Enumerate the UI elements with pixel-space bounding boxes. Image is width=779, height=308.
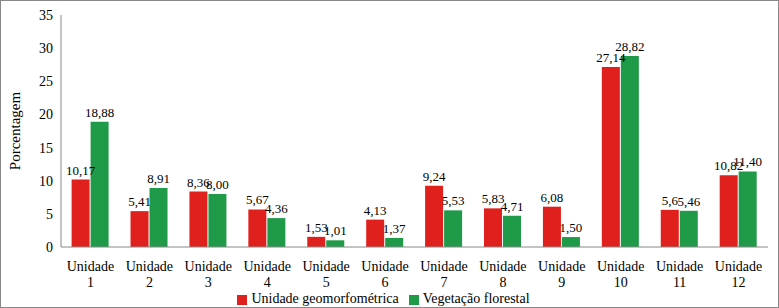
svg-text:28,82: 28,82: [615, 39, 644, 54]
svg-text:Unidade8: Unidade8: [479, 259, 526, 290]
svg-text:10,17: 10,17: [66, 163, 96, 178]
html-text:Vegetação florestal: Vegetação florestal: [422, 291, 530, 306]
svg-text:5,53: 5,53: [442, 193, 465, 208]
svg-text:Unidade11: Unidade11: [656, 259, 703, 290]
svg-text:1,53: 1,53: [304, 219, 328, 235]
svg-text:10,82: 10,82: [714, 158, 744, 174]
svg-text:Porcentagem: Porcentagem: [8, 92, 23, 171]
svg-text:20: 20: [39, 107, 53, 122]
svg-text:25: 25: [39, 74, 53, 89]
svg-text:Unidade3: Unidade3: [185, 259, 232, 290]
svg-text:5,46: 5,46: [677, 194, 700, 209]
svg-text:18,88: 18,88: [85, 105, 114, 120]
svg-text:8,91: 8,91: [147, 171, 170, 186]
svg-text:1,01: 1,01: [324, 223, 347, 238]
svg-text:4,36: 4,36: [265, 201, 288, 216]
svg-text:Unidade6: Unidade6: [361, 259, 408, 290]
svg-text:11,40: 11,40: [733, 154, 762, 169]
svg-text:Unidade9: Unidade9: [538, 259, 585, 290]
svg-text:6,08: 6,08: [541, 190, 564, 205]
svg-text:Unidade12: Unidade12: [715, 259, 762, 290]
html-text:Unidade geomorfométrica: Unidade geomorfométrica: [251, 291, 399, 306]
svg-text:Unidade10: Unidade10: [597, 259, 644, 290]
svg-text:Unidade5: Unidade5: [302, 259, 349, 290]
svg-text:35: 35: [39, 8, 53, 23]
svg-text:4,13: 4,13: [364, 203, 387, 218]
svg-text:5,41: 5,41: [128, 194, 151, 209]
svg-text:Unidade4: Unidade4: [243, 259, 290, 290]
svg-text:15: 15: [39, 141, 53, 156]
svg-text:1,50: 1,50: [560, 220, 583, 235]
svg-text:5: 5: [46, 207, 53, 222]
svg-text:27,14: 27,14: [596, 50, 626, 66]
svg-text:4,71: 4,71: [501, 199, 524, 214]
svg-text:30: 30: [39, 41, 53, 56]
svg-text:8,36: 8,36: [187, 174, 210, 190]
svg-text:10: 10: [39, 174, 53, 189]
svg-text:0: 0: [46, 240, 53, 255]
svg-text:9,24: 9,24: [423, 169, 446, 184]
svg-text:5,83: 5,83: [481, 191, 505, 207]
svg-text:1,37: 1,37: [383, 221, 406, 236]
svg-text:5,6: 5,6: [662, 193, 679, 208]
svg-text:Unidade2: Unidade2: [126, 259, 173, 290]
svg-text:Unidade7: Unidade7: [420, 259, 467, 290]
svg-text:8,00: 8,00: [206, 177, 229, 192]
svg-text:5,67: 5,67: [246, 192, 269, 208]
svg-text:Unidade1: Unidade1: [67, 259, 114, 290]
